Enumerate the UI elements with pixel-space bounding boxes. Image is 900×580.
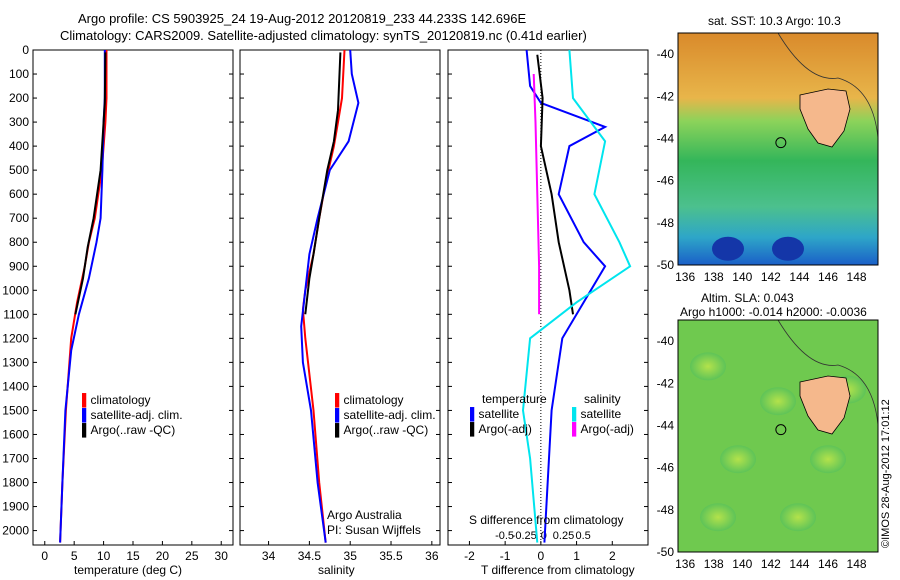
diff-x2label: S difference from climatology <box>469 513 624 527</box>
y-tick-label: 800 <box>9 235 29 249</box>
annotation-pi: PI: Susan Wijffels <box>327 523 421 537</box>
x2-tick-label: -0.25 <box>512 530 537 542</box>
y-tick-label: 1900 <box>2 500 29 514</box>
annotation-argo-australia: Argo Australia <box>327 508 402 522</box>
x-tick-label: -2 <box>464 549 475 563</box>
sla-map-title1: Altim. SLA: 0.043 <box>701 291 794 305</box>
legend-title-salinity: salinity <box>584 392 621 406</box>
x-tick-label: 5 <box>71 549 78 563</box>
chart-panel-2: -2 -1 0 1 2-0.5-0.25 0 0.25 0.5 <box>447 49 649 563</box>
x-tick-label: 34 <box>262 549 276 563</box>
x-tick-label: 2 <box>609 549 616 563</box>
legend-climatology: climatology <box>90 393 151 407</box>
y-tick-label: 100 <box>9 67 29 81</box>
series-line-argo-raw-qc- <box>304 52 342 315</box>
imos-timestamp: ©IMOS 28-Aug-2012 17:01:12 <box>880 399 892 548</box>
legend-argo: Argo(..raw -QC) <box>90 423 176 437</box>
temp-legend: ▌climatology ▌satellite-adj. clim. ▌Argo… <box>82 393 183 437</box>
x-tick-label: 0 <box>41 549 48 563</box>
diff-legend-left: temperature ▌satellite ▌Argo(-adj) <box>470 392 547 436</box>
y-tick-label: 200 <box>9 91 29 105</box>
y-tick-label: 900 <box>9 259 29 273</box>
x-tick-label: 25 <box>185 549 199 563</box>
legend-climatology: climatology <box>343 393 404 407</box>
legend-s-argo: Argo(-adj) <box>580 422 634 436</box>
diff-xlabel: T difference from climatology <box>481 563 635 577</box>
x-tick-label: 36 <box>425 549 439 563</box>
x-tick-label: 35 <box>344 549 358 563</box>
x-tick-label: 15 <box>126 549 140 563</box>
legend-satellite: satellite-adj. clim. <box>343 408 436 422</box>
legend-title-temperature: temperature <box>482 392 547 406</box>
y-tick-label: 300 <box>9 115 29 129</box>
y-tick-label: 400 <box>9 139 29 153</box>
y-tick-label: 1700 <box>2 451 29 465</box>
x2-tick-label: 0.5 <box>575 530 590 542</box>
climatology-title: Climatology: CARS2009. Satellite-adjuste… <box>60 28 587 43</box>
x-tick-label: 10 <box>97 549 111 563</box>
y-tick-label: 2000 <box>2 524 29 538</box>
y-tick-label: 0 <box>22 43 29 57</box>
series-line-temperature-satellite <box>525 49 608 543</box>
x-tick-label: 1 <box>573 549 580 563</box>
series-line-argo-raw-qc- <box>74 52 107 315</box>
x2-tick-label: 0.25 <box>553 530 574 542</box>
y-tick-label: 1400 <box>2 379 29 393</box>
sal-legend: ▌climatology ▌satellite-adj. clim. ▌Argo… <box>335 393 436 437</box>
plot-frame <box>447 49 649 546</box>
chart-panel-0: 0 5 10 15 20 25 300100200300400500600700800900… <box>2 43 234 563</box>
y-tick-label: 1300 <box>2 355 29 369</box>
y-tick-label: 600 <box>9 187 29 201</box>
temp-xlabel: temperature (deg C) <box>74 563 183 577</box>
y-tick-label: 1100 <box>3 307 29 321</box>
y-tick-label: 1800 <box>2 476 29 490</box>
series-line-satellite-adj-clim- <box>300 49 360 543</box>
plot-frame <box>239 49 441 546</box>
x-tick-label: 20 <box>156 549 170 563</box>
series-line-salinity-satellite <box>521 49 632 543</box>
sal-annotation: Argo Australia PI: Susan Wijffels <box>327 508 421 538</box>
x-tick-label: 0 <box>538 549 545 563</box>
legend-s-satellite: satellite <box>580 407 622 421</box>
legend-argo: Argo(..raw -QC) <box>343 423 429 437</box>
series-line-satellite-adj-clim- <box>59 50 106 543</box>
sst-map-title: sat. SST: 10.3 Argo: 10.3 <box>708 14 841 28</box>
x-tick-label: 30 <box>215 549 229 563</box>
chart-panel-1: 34 34.5 35 35.5 36 <box>239 49 441 563</box>
profile-title: Argo profile: CS 5903925_24 19-Aug-2012 … <box>78 11 527 26</box>
legend-satellite: satellite-adj. clim. <box>90 408 183 422</box>
y-tick-label: 1500 <box>2 403 29 417</box>
sal-xlabel: salinity <box>318 563 355 577</box>
x-tick-label: 34.5 <box>298 549 322 563</box>
sla-map-title2: Argo h1000: -0.014 h2000: -0.0036 <box>680 305 867 319</box>
diff-legend-right: salinity ▌satellite ▌Argo(-adj) <box>572 392 634 436</box>
series-line-temperature-argo-adj- <box>536 54 574 315</box>
x-tick-label: 35.5 <box>379 549 403 563</box>
y-tick-label: 500 <box>9 163 29 177</box>
x2-tick-label: -0.5 <box>495 530 514 542</box>
y-tick-label: 1200 <box>2 331 29 345</box>
y-tick-label: 1000 <box>2 283 29 297</box>
series-line-climatology <box>301 49 346 543</box>
legend-t-argo: Argo(-adj) <box>478 422 532 436</box>
x-tick-label: -1 <box>500 549 511 563</box>
legend-t-satellite: satellite <box>478 407 520 421</box>
series-line-salinity-argo-adj- <box>532 73 541 315</box>
y-tick-label: 1600 <box>2 427 29 441</box>
y-tick-label: 700 <box>9 211 29 225</box>
